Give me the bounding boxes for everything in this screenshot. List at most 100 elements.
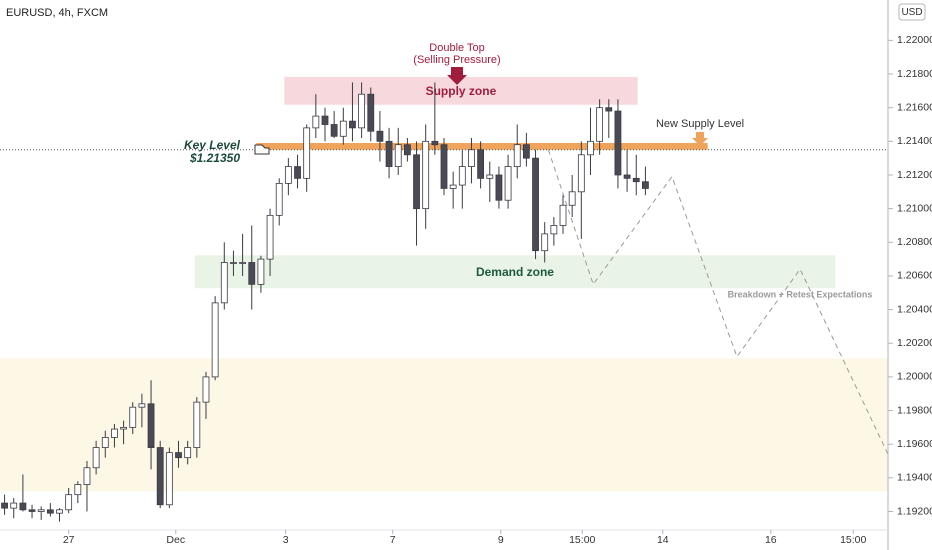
y-tick-label: 1.21000 [897, 202, 932, 214]
candle-body [486, 174, 494, 179]
candle-body [330, 124, 338, 137]
candle-body [28, 509, 36, 512]
candle-body [46, 509, 54, 514]
double-top-label: (Selling Pressure) [413, 54, 500, 66]
x-tick-label: 15:00 [840, 534, 866, 546]
candle-body [284, 166, 292, 184]
x-tick-label: 9 [498, 534, 504, 546]
y-tick-label: 1.19600 [897, 438, 932, 450]
candle-body [349, 120, 356, 129]
candle-body [577, 154, 585, 193]
candle-body [614, 110, 622, 176]
y-tick-label: 1.21800 [897, 68, 932, 80]
chart-title: EURUSD, 4h, FXCM [6, 7, 108, 19]
y-tick-label: 1.21600 [897, 101, 932, 113]
candle-body [587, 140, 594, 156]
candle-body [339, 120, 347, 137]
y-tick-label: 1.19400 [897, 472, 932, 484]
candle-body [56, 509, 63, 514]
candle-body [632, 177, 640, 183]
candle-body [202, 376, 210, 403]
key-level-price: $1.21350 [189, 151, 240, 165]
candle-body [422, 140, 430, 210]
plot-area: Supply zone Demand zone [0, 76, 889, 522]
candle-body [129, 406, 137, 428]
zone-label: Supply zone [426, 84, 497, 98]
x-tick-label: 7 [390, 534, 396, 546]
candle-body [385, 140, 393, 167]
zone [194, 255, 836, 289]
candle-body [440, 144, 448, 189]
y-tick-label: 1.22000 [897, 34, 932, 46]
candle-body [101, 437, 109, 448]
currency: USD [901, 7, 922, 18]
candle-body [413, 154, 420, 210]
zone-label: Demand zone [476, 265, 554, 279]
y-tick-label: 1.19800 [897, 404, 932, 416]
x-tick-label: Dec [166, 534, 185, 546]
candle-body [559, 204, 567, 226]
candle-body [449, 184, 457, 189]
x-tick-label: 15:00 [569, 534, 595, 546]
new-supply-arrow [692, 132, 708, 146]
candle-body [74, 484, 82, 496]
candle-body [111, 428, 118, 438]
candle-body [550, 225, 558, 235]
candle-body [358, 93, 366, 129]
candle-body [37, 509, 45, 512]
candle-body [504, 166, 512, 201]
candle-body [184, 447, 192, 459]
candle-body [1, 502, 8, 509]
zone [256, 143, 708, 150]
breakdown-label: Breakdown + Retest Expectations [728, 289, 873, 299]
candle-body [275, 182, 283, 216]
candle-body [10, 502, 18, 509]
candle-body [596, 107, 604, 142]
x-tick-label: 16 [765, 534, 777, 546]
candle-body [394, 144, 402, 167]
candle-body [156, 447, 164, 506]
double-top-arrow [447, 67, 467, 85]
hand-icon [254, 144, 270, 155]
y-tick-label: 1.20000 [897, 371, 932, 383]
zone [284, 76, 638, 105]
key-level-label: Key Level [184, 138, 241, 152]
candle-body [642, 181, 649, 189]
currency-box[interactable] [898, 3, 926, 21]
x-tick-label: 3 [283, 534, 289, 546]
candle-body [257, 258, 265, 285]
candle-body [431, 140, 439, 146]
candle-body [211, 302, 219, 378]
candle-body [294, 166, 301, 179]
x-tick-label: 14 [657, 534, 669, 546]
candle-body [321, 115, 329, 125]
y-tick-label: 1.20600 [897, 270, 932, 282]
x-tick-label: 27 [63, 534, 75, 546]
candle-body [532, 157, 539, 252]
candle-body [83, 467, 91, 485]
candle-body [120, 426, 127, 430]
candle-body [495, 174, 503, 201]
candle-body [239, 262, 246, 264]
candle-body [303, 127, 311, 179]
candle-body [266, 214, 274, 260]
candle-body [477, 149, 485, 179]
y-tick-label: 1.19200 [897, 505, 932, 517]
y-tick-label: 1.21400 [897, 135, 932, 147]
y-tick-label: 1.20400 [897, 303, 932, 315]
candle-body [568, 191, 576, 206]
candle-body [458, 166, 466, 186]
candle-body [65, 494, 73, 511]
new-supply-label: New Supply Level [656, 118, 744, 130]
projection-path [547, 149, 889, 455]
candle-body [138, 403, 146, 408]
y-tick-label: 1.20800 [897, 236, 932, 248]
candle-body [403, 144, 411, 156]
candle-body [468, 149, 475, 167]
candle-body [19, 502, 27, 511]
candle-body [165, 452, 173, 506]
candle-body [175, 452, 182, 459]
candle-body [147, 403, 155, 448]
